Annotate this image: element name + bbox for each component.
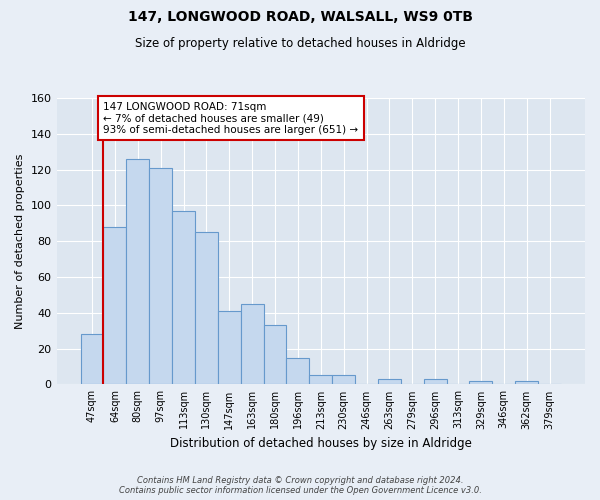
- Bar: [332, 376, 355, 384]
- Bar: [263, 326, 286, 384]
- Bar: [469, 381, 493, 384]
- Bar: [195, 232, 218, 384]
- Bar: [424, 379, 446, 384]
- Text: 147, LONGWOOD ROAD, WALSALL, WS9 0TB: 147, LONGWOOD ROAD, WALSALL, WS9 0TB: [128, 10, 473, 24]
- Bar: [515, 381, 538, 384]
- Bar: [378, 379, 401, 384]
- Bar: [103, 227, 127, 384]
- Bar: [80, 334, 103, 384]
- Y-axis label: Number of detached properties: Number of detached properties: [15, 154, 25, 329]
- Bar: [149, 168, 172, 384]
- Bar: [127, 159, 149, 384]
- Text: 147 LONGWOOD ROAD: 71sqm
← 7% of detached houses are smaller (49)
93% of semi-de: 147 LONGWOOD ROAD: 71sqm ← 7% of detache…: [103, 102, 359, 135]
- X-axis label: Distribution of detached houses by size in Aldridge: Distribution of detached houses by size …: [170, 437, 472, 450]
- Bar: [310, 376, 332, 384]
- Text: Size of property relative to detached houses in Aldridge: Size of property relative to detached ho…: [134, 38, 466, 51]
- Bar: [172, 211, 195, 384]
- Bar: [218, 311, 241, 384]
- Bar: [286, 358, 310, 384]
- Text: Contains HM Land Registry data © Crown copyright and database right 2024.
Contai: Contains HM Land Registry data © Crown c…: [119, 476, 481, 495]
- Bar: [241, 304, 263, 384]
